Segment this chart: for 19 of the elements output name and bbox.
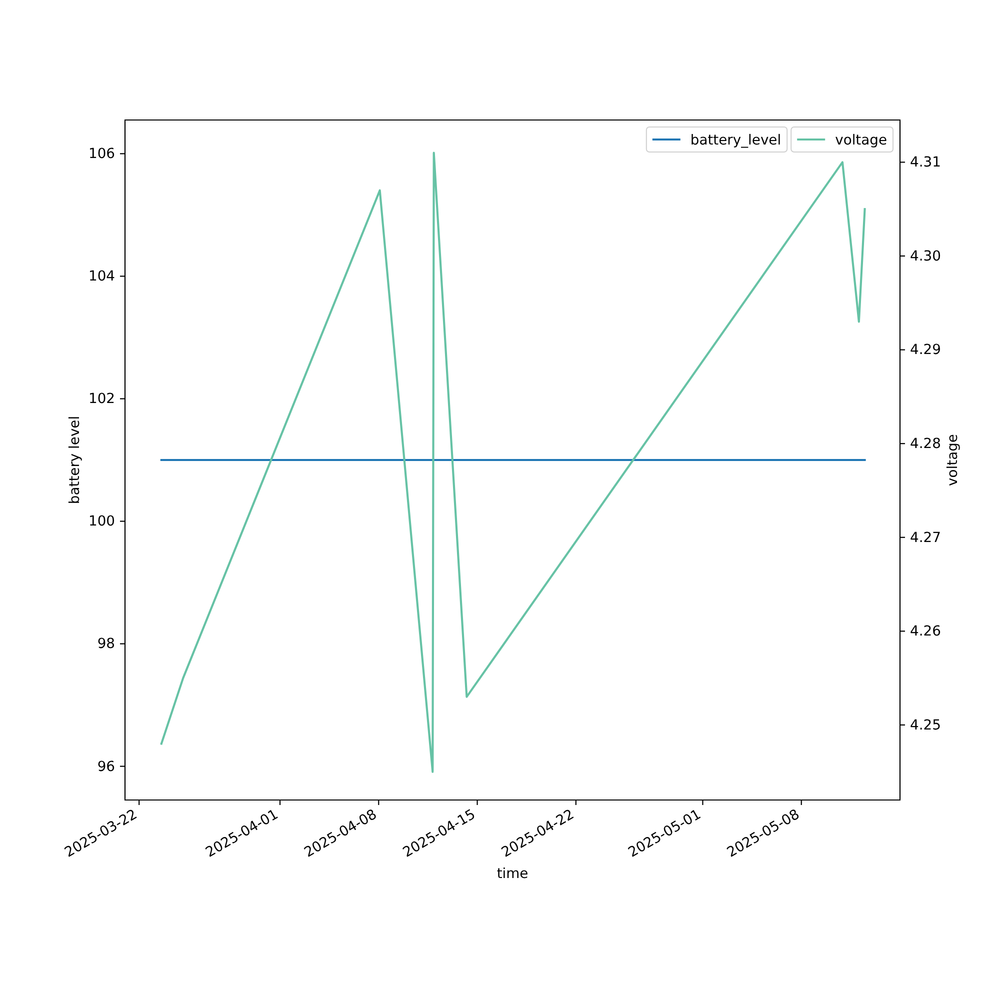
y2-tick-label: 4.27 <box>910 530 941 546</box>
y2-tick-label: 4.28 <box>910 436 941 452</box>
y-tick-label: 96 <box>97 758 115 775</box>
y-axis-title: battery level <box>67 416 83 504</box>
y2-tick-label: 4.31 <box>910 154 941 171</box>
line-series <box>160 152 866 773</box>
y2-tick-label: 4.25 <box>910 717 941 734</box>
y2-tick-label: 4.26 <box>910 624 941 640</box>
y2-tick-label: 4.29 <box>910 342 941 358</box>
y2-tick-label: 4.30 <box>910 248 941 264</box>
y-tick-label: 104 <box>88 268 116 285</box>
y-tick-label: 100 <box>88 514 115 530</box>
legend-label: battery_level <box>690 132 782 148</box>
y-tick-label: 102 <box>88 391 115 408</box>
y-tick-label: 106 <box>88 146 115 162</box>
y2-axis-title: voltage <box>945 434 961 486</box>
x-axis-title: time <box>496 866 528 882</box>
legend-label: voltage <box>835 132 887 148</box>
y-tick-label: 98 <box>97 636 115 652</box>
